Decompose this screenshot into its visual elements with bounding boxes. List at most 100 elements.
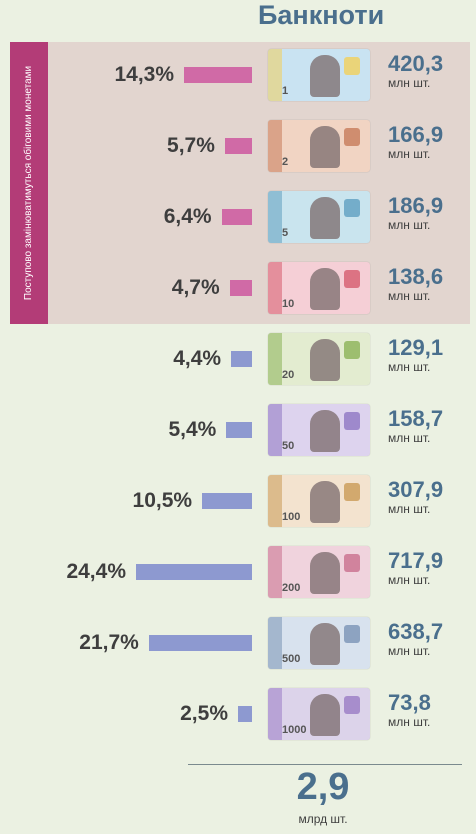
percent-label: 24,4% [66, 560, 126, 583]
portrait-silhouette [310, 126, 340, 168]
banknote-image: 1 [268, 49, 370, 101]
banknote-image: 50 [268, 404, 370, 456]
banknote-stripe [268, 617, 282, 669]
portrait-silhouette [310, 339, 340, 381]
emblem-icon [344, 57, 360, 75]
portrait-silhouette [310, 268, 340, 310]
amount-block: 307,9 млн шт. [388, 477, 444, 517]
percent-label: 5,4% [168, 418, 217, 441]
banknote-image: 1000 [268, 688, 370, 740]
amount-unit: млн шт. [388, 431, 431, 445]
banknote-denomination: 1000 [282, 724, 307, 736]
banknote-denomination: 5 [282, 227, 289, 239]
banknote-stripe [268, 49, 282, 101]
banknote-row: 4,7% 10 138,6 млн шт. [0, 253, 476, 323]
amount-value: 73,8 [388, 690, 431, 715]
amount-unit: млн шт. [388, 218, 431, 232]
amount-value: 307,9 [388, 477, 444, 502]
amount-unit: млн шт. [388, 147, 431, 161]
amount-unit: млн шт. [388, 573, 431, 587]
amount-block: 138,6 млн шт. [388, 264, 444, 304]
amount-value: 166,9 [388, 122, 444, 147]
banknote-stripe [268, 404, 282, 456]
banknote-row: 10,5% 100 307,9 млн шт. [0, 466, 476, 536]
percent-label: 6,4% [163, 205, 212, 228]
banknote-stripe [268, 688, 282, 740]
portrait-silhouette [310, 623, 340, 665]
banknote-denomination: 200 [282, 582, 301, 594]
amount-block: 158,7 млн шт. [388, 406, 444, 446]
percent-label: 10,5% [132, 489, 193, 512]
amount-unit: млн шт. [388, 289, 431, 303]
banknote-stripe [268, 546, 282, 598]
percent-label: 2,5% [180, 702, 228, 725]
bar [231, 351, 252, 367]
amount-value: 158,7 [388, 406, 444, 431]
banknote-image: 200 [268, 546, 370, 598]
page-title: Банкноти [258, 0, 385, 30]
amount-block: 717,9 млн шт. [388, 548, 444, 588]
bar [202, 493, 252, 509]
amount-value: 638,7 [388, 619, 444, 644]
emblem-icon [344, 483, 360, 501]
amount-unit: млн шт. [388, 360, 431, 374]
percent-label: 14,3% [114, 63, 175, 86]
banknote-row: 5,7% 2 166,9 млн шт. [0, 111, 476, 181]
amount-value: 129,1 [388, 335, 444, 360]
percent-label: 5,7% [167, 134, 215, 157]
banknote-denomination: 2 [282, 156, 289, 168]
amount-block: 186,9 млн шт. [388, 193, 444, 233]
portrait-silhouette [310, 55, 340, 97]
amount-value: 420,3 [388, 51, 444, 76]
emblem-icon [344, 199, 360, 217]
bar [184, 67, 252, 83]
emblem-icon [344, 554, 360, 572]
banknote-stripe [268, 475, 282, 527]
amount-block: 129,1 млн шт. [388, 335, 444, 375]
bar [226, 422, 252, 438]
amount-unit: млн шт. [388, 502, 431, 516]
bar [238, 706, 252, 722]
banknote-image: 100 [268, 475, 370, 527]
amount-value: 186,9 [388, 193, 444, 218]
banknote-image: 20 [268, 333, 370, 385]
emblem-icon [344, 270, 360, 288]
total-divider [188, 764, 462, 765]
replaced-by-coins-highlight [10, 42, 470, 324]
amount-block: 420,3 млн шт. [388, 51, 444, 91]
banknote-row: 24,4% 200 717,9 млн шт. [0, 537, 476, 607]
portrait-silhouette [310, 410, 340, 452]
amount-value: 138,6 [388, 264, 444, 289]
banknote-denomination: 10 [282, 298, 295, 310]
banknote-image: 2 [268, 120, 370, 172]
bar [229, 280, 252, 296]
percent-label: 4,4% [173, 347, 222, 370]
total-unit: млрд шт. [298, 812, 348, 826]
banknote-row: 4,4% 20 129,1 млн шт. [0, 324, 476, 394]
emblem-icon [344, 696, 360, 714]
banknote-image: 10 [268, 262, 370, 314]
banknote-denomination: 500 [282, 653, 301, 665]
amount-unit: млн шт. [388, 644, 431, 658]
bar [136, 564, 252, 580]
amount-block: 638,7 млн шт. [388, 619, 444, 659]
bar [224, 138, 252, 154]
banknote-row: 14,3% 1 420,3 млн шт. [0, 40, 476, 110]
banknote-denomination: 50 [282, 440, 295, 452]
banknote-stripe [268, 333, 282, 385]
portrait-silhouette [310, 481, 340, 523]
banknote-stripe [268, 262, 282, 314]
percent-label: 21,7% [79, 631, 139, 654]
banknote-stripe [268, 191, 282, 243]
bar [148, 635, 252, 651]
amount-block: 166,9 млн шт. [388, 122, 444, 162]
amount-value: 717,9 [388, 548, 444, 573]
portrait-silhouette [310, 197, 340, 239]
bar [221, 209, 252, 225]
amount-unit: млн шт. [388, 76, 431, 90]
emblem-icon [344, 412, 360, 430]
percent-label: 4,7% [171, 276, 220, 299]
portrait-silhouette [310, 552, 340, 594]
banknote-image: 5 [268, 191, 370, 243]
amount-unit: млн шт. [388, 715, 431, 729]
